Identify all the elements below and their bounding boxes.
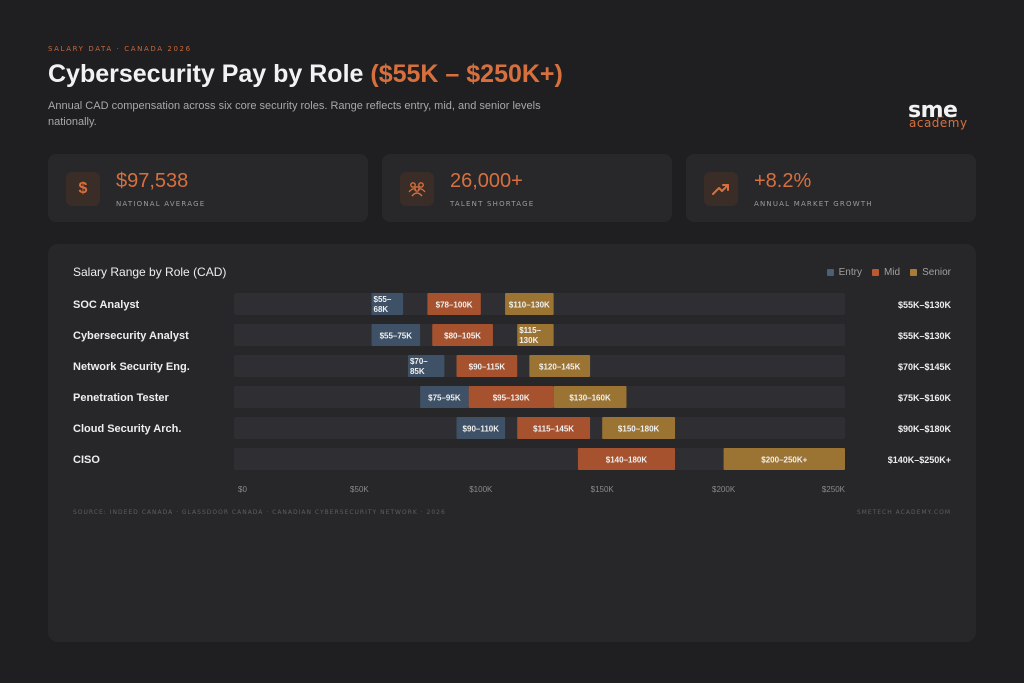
page-subtitle: Annual CAD compensation across six core … — [48, 100, 541, 128]
title-main: Cybersecurity Pay by Role — [48, 60, 371, 88]
salary-bar-mid — [427, 293, 481, 315]
dollar-icon: $ — [66, 172, 100, 206]
stat-card-growth: +8.2% ANNUAL MARKET GROWTH — [686, 154, 976, 222]
stat-label: TALENT SHORTAGE — [450, 200, 535, 208]
stat-label: ANNUAL MARKET GROWTH — [754, 200, 873, 208]
range-label: $55K–$130K — [898, 331, 952, 341]
role-label: Network Security Eng. — [73, 361, 190, 373]
range-label: $140K–$250K+ — [888, 455, 951, 465]
bar-label: $55–75K — [380, 332, 413, 341]
salary-bar-senior — [602, 417, 676, 439]
range-label: $55K–$130K — [898, 300, 952, 310]
x-tick-label: $0 — [238, 485, 247, 494]
bar-label: $115–145K — [533, 425, 574, 434]
source-note: SOURCE: INDEED CANADA · GLASSDOOR CANADA… — [73, 509, 446, 516]
bar-label: $120–145K — [539, 363, 581, 372]
role-label: Cybersecurity Analyst — [73, 330, 189, 342]
salary-bar-entry — [420, 386, 469, 408]
bar-label: $90–115K — [469, 363, 506, 372]
bar-label: $55– 68K — [374, 295, 392, 314]
logo-tech: tech — [938, 115, 944, 119]
role-label: Penetration Tester — [73, 392, 169, 404]
bar-label: $150–180K — [618, 425, 660, 434]
bar-label: $90–110K — [463, 425, 500, 434]
chart-title: Salary Range by Role (CAD) — [73, 265, 227, 279]
salary-bar-senior — [553, 386, 627, 408]
legend-label-senior: Senior — [922, 267, 951, 278]
salary-bar-entry — [371, 324, 421, 346]
role-label: SOC Analyst — [73, 299, 140, 311]
legend-senior: Senior — [910, 267, 951, 278]
site-url: SMETECH ACADEMY.COM — [856, 509, 951, 516]
chart-card: Salary Range by Role (CAD) Entry Mid Sen… — [48, 244, 976, 642]
salary-bar-senior — [529, 355, 591, 377]
legend-swatch-senior — [910, 269, 918, 276]
bar-label: $140–180K — [606, 456, 648, 465]
stat-value: +8.2% — [754, 170, 812, 192]
bar-label: $95–130K — [493, 394, 530, 403]
bar-label: $130–160K — [569, 394, 611, 403]
salary-bar-senior — [517, 324, 554, 346]
sme-academy-logo: sme tech academy — [908, 98, 978, 130]
row-track — [234, 448, 845, 470]
legend-label-entry: Entry — [838, 267, 862, 278]
salary-bar-mid — [432, 324, 493, 346]
salary-range-chart: SOC Analyst $55K–$130K $55– 68K $78–100K $110… — [73, 293, 952, 494]
x-tick-label: $150K — [591, 485, 615, 494]
bar-label: $115– 130K — [519, 326, 541, 345]
logo-academy: academy — [909, 116, 968, 130]
stat-value: 26,000+ — [450, 170, 523, 192]
trend-up-icon — [704, 172, 738, 206]
salary-bar-senior — [505, 293, 554, 315]
salary-bar-mid — [517, 417, 591, 439]
salary-bar-mid — [468, 386, 554, 408]
range-label: $75K–$160K — [898, 393, 952, 403]
bar-label: $70– 85K — [410, 357, 428, 376]
legend-label-mid: Mid — [883, 267, 901, 278]
x-tick-label: $100K — [469, 485, 493, 494]
title-accent: ($55K – $250K+) — [370, 60, 563, 88]
role-label: Cloud Security Arch. — [73, 423, 181, 435]
legend-swatch-entry — [826, 269, 834, 276]
legend-entry: Entry — [826, 267, 862, 278]
x-tick-label: $250K — [822, 485, 846, 494]
role-label: CISO — [73, 454, 100, 466]
salary-bar-entry — [371, 293, 404, 315]
x-tick-label: $200K — [712, 485, 736, 494]
x-tick-label: $50K — [350, 485, 369, 494]
bar-label: $78–100K — [436, 301, 473, 310]
stat-card-average: $ $97,538 NATIONAL AVERAGE — [48, 154, 368, 222]
salary-bar-entry — [407, 355, 445, 377]
salary-bar-mid — [577, 448, 676, 470]
chart-legend: Entry Mid Senior — [826, 267, 951, 278]
page-title: Cybersecurity Pay by Role ($55K – $250K+… — [48, 60, 563, 89]
bar-label: $200–250K+ — [761, 456, 807, 465]
eyebrow: SALARY DATA · CANADA 2026 — [48, 45, 192, 53]
stat-label: NATIONAL AVERAGE — [116, 200, 206, 208]
salary-bar-mid — [456, 355, 518, 377]
bar-label: $75–95K — [428, 394, 461, 403]
salary-bar-senior — [723, 448, 845, 470]
people-icon — [400, 172, 434, 206]
legend-swatch-mid — [871, 269, 879, 276]
legend-mid: Mid — [871, 267, 901, 278]
logo-sme: sme — [908, 98, 958, 123]
stat-card-shortage: 26,000+ TALENT SHORTAGE — [382, 154, 672, 222]
stat-value: $97,538 — [116, 170, 189, 192]
range-label: $90K–$180K — [898, 424, 952, 434]
bar-label: $110–130K — [509, 301, 550, 310]
bar-label: $80–105K — [444, 332, 481, 341]
salary-bar-entry — [456, 417, 506, 439]
range-label: $70K–$145K — [898, 362, 952, 372]
